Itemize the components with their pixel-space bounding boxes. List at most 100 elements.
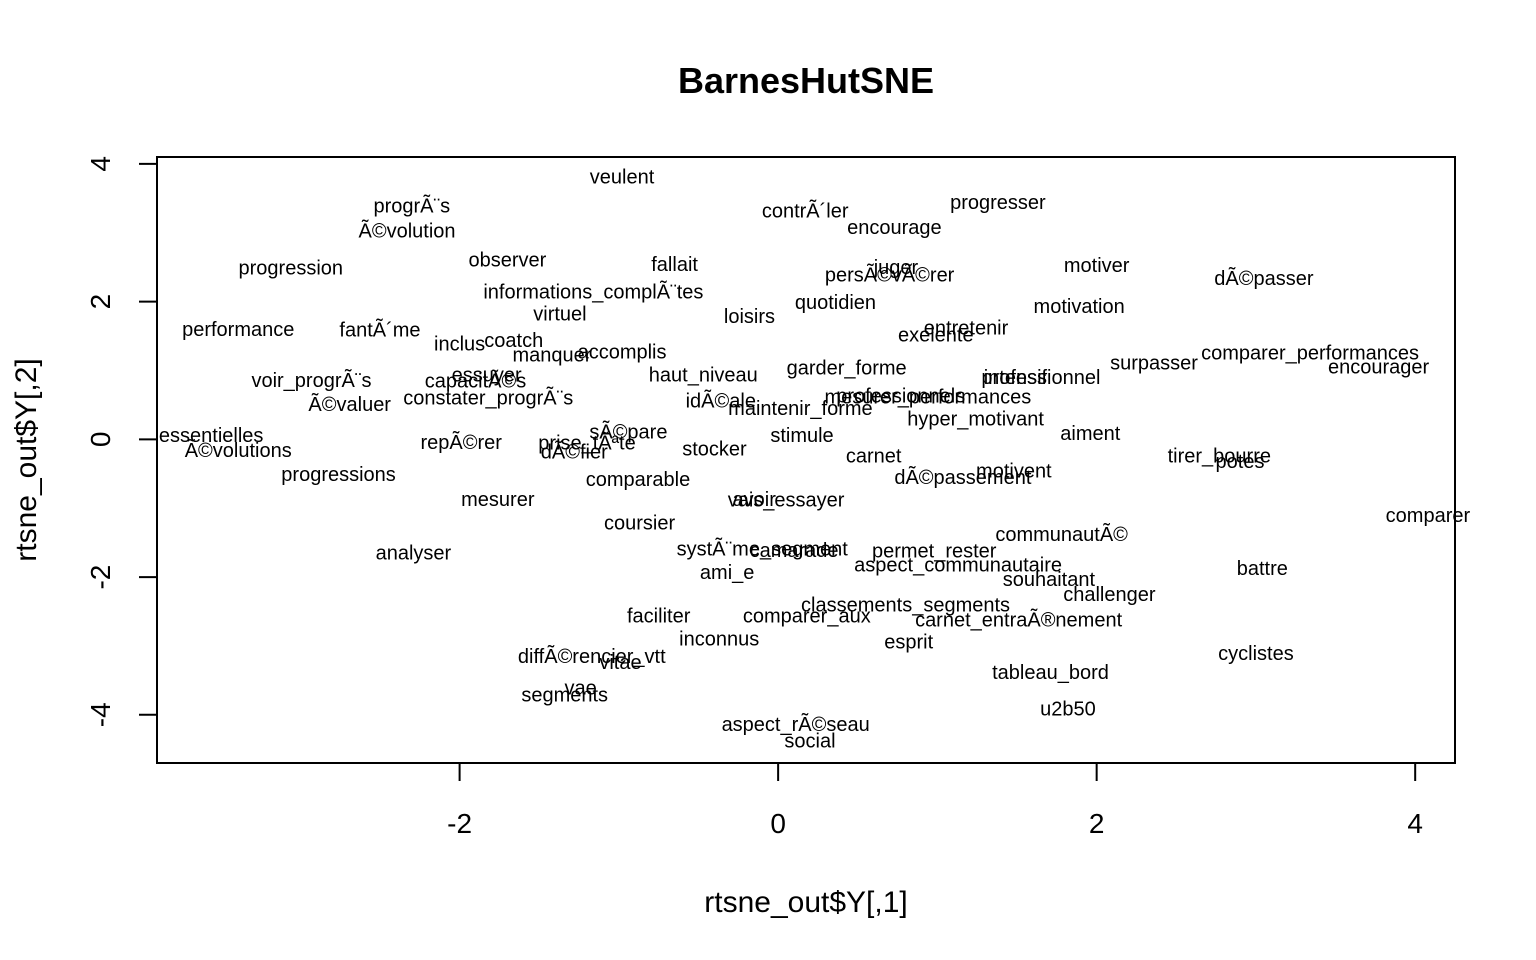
point-label: fallait	[651, 254, 698, 276]
point-label: motivation	[1034, 296, 1125, 318]
point-label: vitae	[599, 652, 641, 674]
point-label: sÃ©pare	[589, 419, 667, 443]
point-label: accomplis	[578, 342, 667, 364]
point-label: hyper_motivant	[907, 408, 1044, 430]
point-label: analyser	[376, 543, 452, 565]
x-tick-label: 2	[1089, 808, 1105, 839]
point-label: coursier	[604, 512, 675, 534]
point-label: professionnel	[981, 367, 1100, 389]
point-label: inclus	[434, 333, 485, 355]
point-label: inconnus	[679, 629, 759, 651]
point-label: prise_tÃªte	[538, 430, 635, 454]
point-label: Ã©valuer	[308, 392, 391, 416]
plot-frame	[156, 156, 1456, 764]
point-label: fantÃ´me	[339, 318, 420, 342]
x-tick-label: -2	[447, 808, 472, 839]
x-tick-label: 0	[770, 808, 786, 839]
point-label: comparer	[1386, 505, 1471, 527]
point-label: systÃ¨me_segment	[677, 537, 849, 561]
point-label: haut_niveau	[649, 364, 758, 386]
x-axis-label: rtsne_out$Y[,1]	[704, 886, 907, 919]
point-label: progressions	[281, 464, 396, 486]
point-label: progresser	[950, 192, 1046, 214]
point-label: capacitÃ©s	[425, 368, 526, 392]
point-label: essentielles	[159, 425, 264, 447]
point-label: motiver	[1064, 255, 1130, 277]
point-label: cyclistes	[1218, 643, 1294, 665]
chart-title: BarnesHutSNE	[678, 60, 934, 101]
point-label: voir_progrÃ¨s	[251, 368, 371, 392]
point-label: veulent	[590, 167, 655, 189]
point-label: Ã©volutions	[185, 438, 292, 462]
y-tick-label: 4	[85, 156, 116, 172]
point-label: stimule	[770, 425, 833, 447]
point-label: virtuel	[533, 304, 586, 326]
point-label: essuyer	[452, 364, 522, 386]
point-label: performance	[182, 319, 294, 341]
point-label: comparer_performances	[1201, 342, 1419, 364]
point-label: classements_segments	[801, 594, 1010, 616]
point-label: carnet_entraÃ®nement	[915, 607, 1123, 631]
point-label: social	[784, 731, 835, 753]
point-label: informations_complÃ¨tes	[483, 280, 703, 304]
point-label: avoir	[733, 489, 777, 511]
point-label: contrÃ´ler	[762, 198, 849, 222]
point-label: tableau_bord	[992, 662, 1109, 684]
axis-ticks: -2 0 2 4 -4 -2 0 2 4	[85, 156, 1423, 839]
point-label: surpasser	[1110, 353, 1198, 375]
point-label: stocker	[682, 439, 747, 461]
point-label: exelente	[898, 324, 974, 346]
point-label: constater_progrÃ¨s	[403, 386, 573, 410]
point-label: comparable	[586, 469, 691, 491]
y-tick-label: 2	[85, 294, 116, 310]
point-label: permet_rester	[872, 541, 997, 563]
point-label: carnet	[846, 446, 902, 468]
x-tick-label: 4	[1407, 808, 1423, 839]
point-label: mesurer_performances	[824, 386, 1031, 408]
point-label: aiment	[1060, 423, 1120, 445]
point-label: dÃ©fier	[541, 439, 608, 463]
point-label: intensif	[984, 367, 1048, 389]
point-label: aspect_rÃ©seau	[722, 712, 870, 736]
point-label: dÃ©passement	[894, 465, 1031, 489]
point-label: idÃ©ale	[686, 388, 756, 412]
point-label: segments	[521, 685, 608, 707]
point-label: Ã©volution	[359, 218, 456, 242]
y-axis-label: rtsne_out$Y[,2]	[10, 358, 43, 561]
point-label: diffÃ©rencier_vtt	[518, 644, 666, 668]
point-label: motivent	[976, 461, 1052, 483]
point-label: souhaitant	[1003, 569, 1096, 591]
data-points: veulent progrÃ¨s contrÃ´ler progresser Ã©vol…	[159, 167, 1471, 753]
point-label: comparer_aux	[743, 605, 871, 627]
point-label: professionnels	[836, 386, 965, 408]
y-tick-label: -2	[85, 565, 116, 590]
point-label: loisirs	[724, 306, 775, 328]
point-label: progrÃ¨s	[373, 194, 450, 218]
point-label: garder_forme	[787, 357, 907, 379]
point-label: manquer	[513, 344, 592, 366]
point-label: dÃ©passer	[1214, 266, 1314, 290]
point-label: persÃ©vÃ©rer	[825, 262, 955, 286]
point-label: faciliter	[627, 605, 691, 627]
point-label: tirer_bourre	[1168, 446, 1271, 468]
point-label: aspect_communautaire	[854, 554, 1062, 576]
point-label: battre	[1237, 558, 1288, 580]
point-label: esprit	[884, 631, 933, 653]
y-tick-label: -4	[85, 702, 116, 727]
y-tick-label: 0	[85, 432, 116, 448]
point-label: encourage	[847, 217, 942, 239]
point-label: encourager	[1328, 357, 1430, 379]
point-label: progression	[239, 258, 344, 280]
point-label: u2b50	[1040, 698, 1096, 720]
point-label: challenger	[1063, 584, 1156, 606]
point-label: entretenir	[924, 317, 1009, 339]
point-label: observer	[468, 249, 546, 271]
point-label: mesurer	[461, 489, 535, 511]
point-label: coatch	[484, 330, 543, 352]
point-label: ami_e	[700, 562, 754, 584]
point-label: repÃ©rer	[420, 430, 502, 454]
point-label: vais_essayer	[728, 490, 845, 512]
point-label: maintenir_forme	[728, 398, 873, 420]
point-label: juger	[873, 257, 919, 279]
